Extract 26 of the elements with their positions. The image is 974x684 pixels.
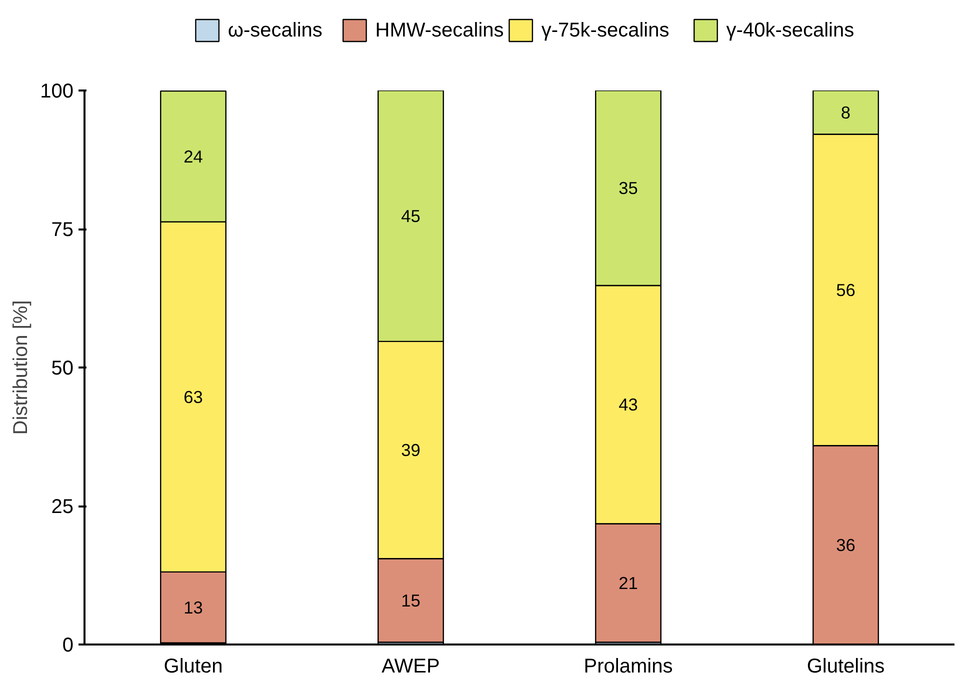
y-tick-label: 100: [40, 80, 74, 102]
data-label: 35: [618, 178, 638, 198]
data-label: 45: [401, 206, 420, 226]
data-label: 24: [184, 146, 204, 166]
data-label: 13: [184, 597, 203, 618]
data-label: 56: [836, 280, 856, 300]
y-tick-label: 25: [51, 496, 74, 518]
legend-label: ω-secalins: [228, 20, 322, 42]
data-label: 39: [401, 440, 420, 460]
y-tick-label: 50: [51, 358, 74, 380]
x-tick-label: AWEP: [382, 656, 440, 678]
legend-label: HMW-secalins: [375, 20, 504, 42]
x-tick-label: Gluten: [164, 656, 223, 678]
y-axis-title: Distribution [%]: [10, 300, 32, 435]
legend-label: γ-75k-secalins: [541, 20, 670, 42]
y-tick-label: 0: [62, 634, 74, 656]
data-label: 63: [184, 386, 203, 407]
data-label: 36: [836, 535, 856, 556]
x-tick-label: Prolamins: [584, 656, 673, 678]
data-label: 43: [618, 394, 638, 415]
y-tick-label: 75: [51, 219, 74, 241]
data-label: 15: [401, 590, 420, 610]
data-label: 21: [618, 573, 638, 594]
data-label: 8: [840, 102, 851, 122]
x-tick-label: Glutelins: [806, 656, 885, 678]
legend-label: γ-40k-secalins: [726, 20, 854, 42]
